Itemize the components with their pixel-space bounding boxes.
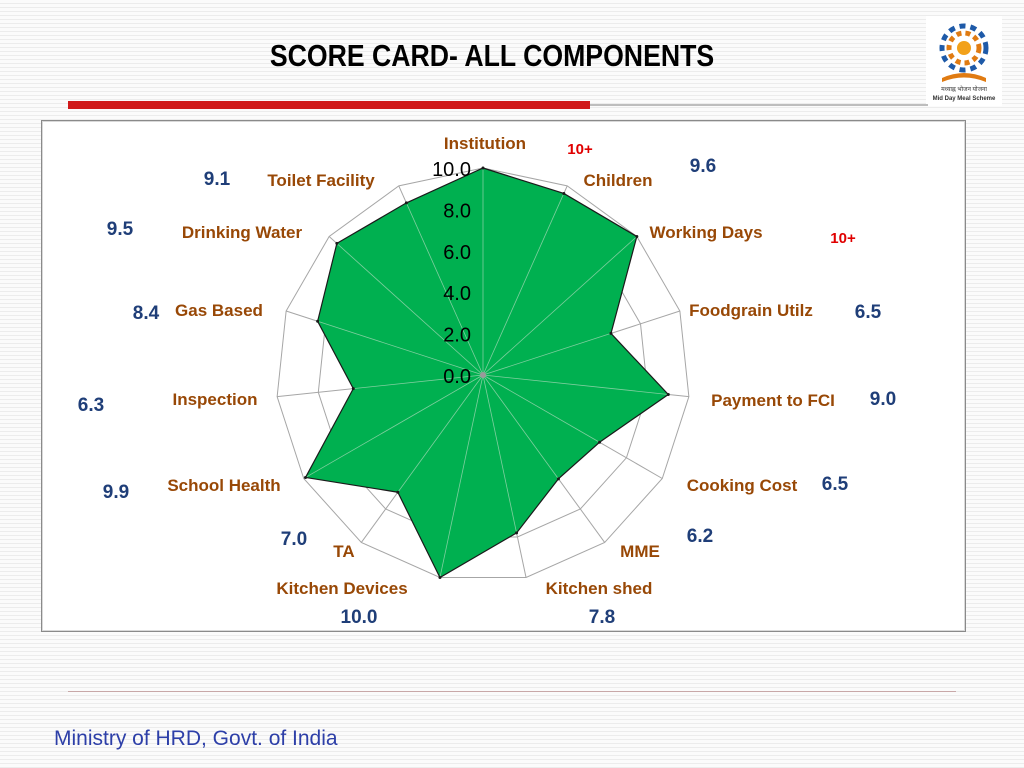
category-label-gas-based: Gas Based	[175, 301, 263, 320]
slide-title: SCORE CARD- ALL COMPONENTS	[269, 38, 715, 73]
category-label-kitchen-shed: Kitchen shed	[546, 579, 653, 598]
inner-spoke-kitchen-shed	[482, 374, 517, 534]
category-label-institution: Institution	[444, 134, 526, 153]
series-area	[304, 167, 670, 579]
data-point-children	[562, 191, 566, 195]
category-label-children: Children	[584, 171, 653, 190]
category-label-working-days: Working Days	[649, 223, 762, 242]
score-label-mme: 6.2	[687, 526, 713, 547]
score-label-children: 9.6	[690, 156, 716, 177]
category-label-cooking-cost: Cooking Cost	[687, 476, 798, 495]
data-point-mme	[556, 477, 560, 481]
category-label-drinking-water: Drinking Water	[182, 223, 303, 242]
score-label-inspection: 6.3	[78, 395, 104, 416]
data-point-kitchen-devices	[438, 575, 442, 579]
data-point-foodgrain-utilz	[609, 331, 613, 335]
data-point-ta	[396, 490, 400, 494]
score-label-school-health: 9.9	[103, 482, 129, 503]
score-label-payment-to-fci: 9.0	[870, 389, 896, 410]
inner-spoke-cooking-cost	[482, 374, 600, 443]
footer-text: Ministry of HRD, Govt. of India	[54, 727, 338, 750]
data-point-payment-to-fci	[666, 392, 670, 396]
inner-spoke-kitchen-devices	[439, 374, 484, 578]
score-label-cooking-cost: 6.5	[822, 474, 849, 495]
radial-tick-label: 2.0	[443, 325, 471, 347]
category-label-payment-to-fci: Payment to FCI	[711, 391, 835, 410]
svg-text:Mid Day Meal Scheme: Mid Day Meal Scheme	[933, 96, 996, 102]
inner-spoke-school-health	[305, 374, 484, 478]
category-label-school-health: School Health	[167, 476, 280, 495]
data-point-institution	[481, 166, 485, 170]
inner-spoke-drinking-water	[336, 243, 484, 376]
category-label-inspection: Inspection	[172, 390, 257, 409]
data-point-inspection	[351, 387, 355, 391]
grid-ring-5	[276, 167, 690, 578]
radial-tick-label: 10.0	[432, 159, 471, 181]
mid-day-meal-logo: मध्याह्न भोजन योजना Mid Day Meal Scheme	[926, 16, 1002, 106]
inner-spoke-children	[482, 193, 565, 376]
score-label-foodgrain-utilz: 6.5	[855, 302, 882, 323]
inner-spoke-toilet-facility	[406, 202, 484, 376]
score-label-ta: 7.0	[281, 529, 307, 550]
title-rule-red	[68, 101, 590, 109]
data-point-drinking-water	[335, 241, 339, 245]
inner-spoke-inspection	[353, 374, 484, 390]
category-label-kitchen-devices: Kitchen Devices	[276, 579, 407, 598]
score-label-kitchen-devices: 10.0	[341, 607, 378, 628]
data-point-working-days	[635, 234, 639, 238]
radial-tick-label: 6.0	[443, 242, 471, 264]
category-label-ta: TA	[333, 542, 354, 561]
category-label-toilet-facility: Toilet Facility	[267, 171, 375, 190]
radar-chart: 0.0 2.0 4.0 6.0 8.0 10.0 Institution Children Wo…	[78, 134, 896, 628]
svg-text:मध्याह्न भोजन योजना: मध्याह्न भोजन योजना	[941, 85, 987, 93]
score-label-institution: 10+	[567, 141, 593, 158]
inner-spoke-foodgrain-utilz	[482, 333, 612, 376]
radial-tick-label: 8.0	[443, 200, 471, 222]
category-label-foodgrain-utilz: Foodgrain Utilz	[689, 301, 813, 320]
inner-spoke-mme	[482, 374, 559, 480]
data-point-gas-based	[316, 319, 320, 323]
footer-rule	[68, 691, 956, 692]
data-point-school-health	[304, 475, 308, 479]
title-rule-gray	[590, 104, 928, 106]
inner-spoke-ta	[397, 374, 484, 493]
inner-spoke-payment-to-fci	[482, 374, 669, 395]
score-label-toilet-facility: 9.1	[204, 169, 231, 190]
radial-tick-label: 4.0	[443, 283, 471, 305]
score-label-drinking-water: 9.5	[107, 219, 134, 240]
data-point-toilet-facility	[404, 201, 408, 205]
score-label-kitchen-shed: 7.8	[589, 607, 615, 628]
radar-center	[480, 372, 486, 378]
inner-spoke-gas-based	[317, 320, 484, 376]
inner-spoke-working-days	[482, 236, 638, 376]
radial-tick-label: 0.0	[443, 366, 471, 388]
score-label-working-days: 10+	[830, 230, 856, 247]
data-point-cooking-cost	[598, 440, 602, 444]
score-label-gas-based: 8.4	[133, 303, 160, 324]
data-point-kitchen-shed	[515, 531, 519, 535]
category-label-mme: MME	[620, 542, 660, 561]
radar-chart-panel: 0.0 2.0 4.0 6.0 8.0 10.0 Institution Children Wo…	[41, 120, 966, 632]
